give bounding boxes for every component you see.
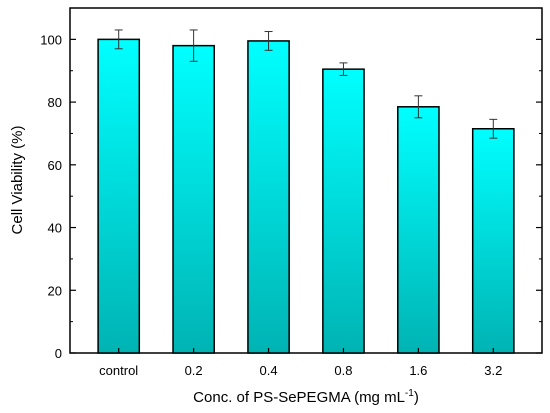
x-tick-label: 0.8 <box>334 363 352 378</box>
x-tick-label: 0.4 <box>260 363 278 378</box>
x-axis-label-sup: -1 <box>405 388 414 399</box>
x-axis-label-main: Conc. of PS-SePEGMA (mg mL <box>193 389 405 406</box>
plot-frame <box>69 7 543 354</box>
bar <box>247 40 290 354</box>
y-axis-label: Cell Viability (%) <box>9 126 26 235</box>
y-axis: 0 20 40 60 80 100 <box>40 32 542 361</box>
y-tick-label: 60 <box>48 158 62 173</box>
x-tick-label: control <box>99 363 138 378</box>
x-tick-label: 3.2 <box>484 363 502 378</box>
x-axis-label: Conc. of PS-SePEGMA (mg mL-1) <box>193 388 419 406</box>
x-tick-label: 0.2 <box>185 363 203 378</box>
bar <box>471 128 515 354</box>
x-axis-label-end: ) <box>414 389 419 406</box>
bar <box>397 106 440 354</box>
y-tick-label: 100 <box>40 32 62 47</box>
bars-layer <box>97 29 515 354</box>
bar <box>97 38 141 354</box>
y-tick-label: 20 <box>48 283 62 298</box>
x-axis: control 0.2 0.4 0.8 1.6 3.2 <box>99 348 502 378</box>
y-tick-label: 0 <box>55 346 62 361</box>
bar <box>322 68 365 354</box>
y-tick-label: 40 <box>48 221 62 236</box>
x-tick-label: 1.6 <box>409 363 427 378</box>
y-tick-label: 80 <box>48 95 62 110</box>
bar <box>172 44 215 354</box>
